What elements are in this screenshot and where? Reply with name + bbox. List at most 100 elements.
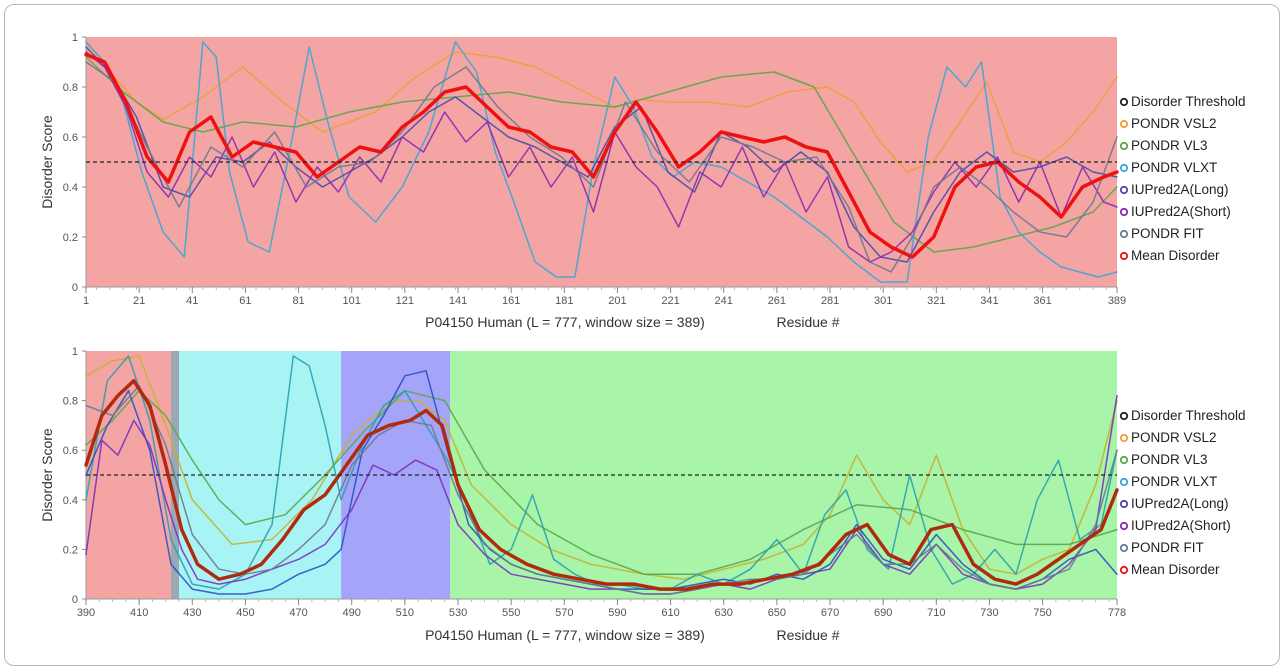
x-tick-label: 241 (715, 295, 733, 307)
y-tick-label: 0.2 (63, 544, 78, 556)
series-line-pondr-vlxt (85, 41, 1118, 283)
y-tick-label: 1 (72, 32, 78, 44)
x-tick-label: 670 (821, 607, 839, 619)
x-tick-label: 590 (608, 607, 626, 619)
x-tick-label: 1 (83, 295, 89, 307)
legend-entry: PONDR VL3 (1131, 138, 1208, 153)
y-tick-label: 0.4 (63, 495, 78, 507)
legend: Disorder Threshold PONDR VSL2 PONDR VL3 PON… (1119, 94, 1246, 263)
y-tick-label: 0.8 (63, 82, 78, 94)
series-line-pondr-vl3 (85, 389, 1118, 575)
y-tick-label: 0.4 (63, 182, 78, 194)
legend-marker-icon (1119, 97, 1129, 107)
series-line-iupred2a-short- (85, 51, 1118, 263)
legend-entry: IUPred2A(Short) (1131, 518, 1231, 533)
series-line-pondr-fit (85, 61, 1118, 273)
x-tick-label: 281 (821, 295, 839, 307)
x-tick-label: 690 (874, 607, 892, 619)
legend-entry: Disorder Threshold (1131, 408, 1246, 423)
legend-marker-icon (1119, 521, 1129, 531)
legend-marker-icon (1119, 207, 1129, 217)
x-tick-label: 550 (502, 607, 520, 619)
x-tick-label: 81 (292, 295, 304, 307)
series-line-pondr-fit (85, 384, 1118, 595)
x-tick-label: 161 (502, 295, 520, 307)
x-tick-label: 630 (715, 607, 733, 619)
x-tick-label: 321 (927, 295, 945, 307)
legend-marker-icon (1119, 477, 1129, 487)
series-line-pondr-vl3 (85, 56, 1118, 253)
legend-marker-icon (1119, 565, 1129, 575)
x-tick-label: 341 (980, 295, 998, 307)
series-line-pondr-vsl2 (85, 41, 1118, 173)
disorder-chart-1: 00.20.40.60.811 21 41 61 81 101 121 141 161 181 20… (39, 32, 1246, 330)
legend-entry: PONDR FIT (1131, 540, 1204, 555)
series-line-mean-disorder (84, 379, 1119, 591)
y-tick-label: 0.2 (63, 232, 78, 244)
legend-marker-icon (1119, 251, 1129, 261)
x-tick-label: 510 (396, 607, 414, 619)
x-tick-label: 710 (927, 607, 945, 619)
legend-entry: PONDR VSL2 (1131, 116, 1217, 131)
y-tick-label: 0.6 (63, 445, 78, 457)
x-tick-label: 490 (343, 607, 361, 619)
legend-marker-icon (1119, 163, 1129, 173)
x-tick-label: 650 (768, 607, 786, 619)
y-axis-label: Disorder Score (39, 115, 55, 209)
legend-entry: PONDR FIT (1131, 226, 1204, 241)
x-tick-label: 750 (1033, 607, 1051, 619)
x-tick-label: 221 (661, 295, 679, 307)
x-tick-label: 389 (1108, 295, 1126, 307)
x-tick-label: 121 (396, 295, 414, 307)
legend-entry: PONDR VLXT (1131, 160, 1217, 175)
legend-entry: PONDR VLXT (1131, 474, 1217, 489)
x-tick-label: 390 (77, 607, 95, 619)
x-tick-label: 101 (343, 295, 361, 307)
x-axis-secondary-label: Residue # (776, 314, 839, 330)
y-tick-label: 0.6 (63, 132, 78, 144)
series-line-mean-disorder (84, 52, 1119, 259)
x-tick-label: 410 (130, 607, 148, 619)
x-tick-label: 610 (661, 607, 679, 619)
legend-marker-icon (1119, 141, 1129, 151)
legend-marker-icon (1119, 185, 1129, 195)
x-axis-label: P04150 Human (L = 777, window size = 389… (425, 314, 705, 330)
x-axis-secondary-label: Residue # (776, 627, 839, 643)
legend-marker-icon (1119, 455, 1129, 465)
x-tick-label: 301 (874, 295, 892, 307)
x-tick-label: 201 (608, 295, 626, 307)
x-tick-label: 361 (1033, 295, 1051, 307)
y-tick-label: 1 (72, 346, 78, 358)
legend-entry: PONDR VL3 (1131, 452, 1208, 467)
y-tick-label: 0.8 (63, 396, 78, 408)
legend: Disorder Threshold PONDR VSL2 PONDR VL3 PON… (1119, 408, 1246, 577)
legend-marker-icon (1119, 543, 1129, 553)
region-band (179, 351, 342, 599)
x-tick-label: 730 (980, 607, 998, 619)
x-tick-label: 570 (555, 607, 573, 619)
y-tick-label: 0 (72, 594, 78, 606)
legend-marker-icon (1119, 229, 1129, 239)
legend-marker-icon (1119, 119, 1129, 129)
disorder-chart-2: 0 0.2 0.4 0.6 0.8 1 390 410 430 450 470 490 510 530 55… (39, 346, 1246, 643)
x-axis-label: P04150 Human (L = 777, window size = 389… (425, 627, 705, 643)
legend-marker-icon (1119, 411, 1129, 421)
legend-entry: Mean Disorder (1131, 248, 1220, 263)
legend-entry: IUPred2A(Long) (1131, 496, 1229, 511)
legend-entry: PONDR VSL2 (1131, 430, 1217, 445)
legend-marker-icon (1119, 499, 1129, 509)
y-tick-label: 0 (72, 282, 78, 294)
legend-entry: Mean Disorder (1131, 562, 1220, 577)
legend-entry: Disorder Threshold (1131, 94, 1246, 109)
series-line-iupred2a-short- (85, 394, 1118, 595)
legend-entry: IUPred2A(Short) (1131, 204, 1231, 219)
x-tick-label: 261 (768, 295, 786, 307)
x-tick-label: 778 (1108, 607, 1126, 619)
x-tick-label: 61 (239, 295, 251, 307)
x-tick-label: 450 (236, 607, 254, 619)
legend-marker-icon (1119, 433, 1129, 443)
x-tick-label: 430 (183, 607, 201, 619)
x-tick-label: 470 (289, 607, 307, 619)
y-axis-label: Disorder Score (39, 428, 55, 522)
x-tick-label: 530 (449, 607, 467, 619)
